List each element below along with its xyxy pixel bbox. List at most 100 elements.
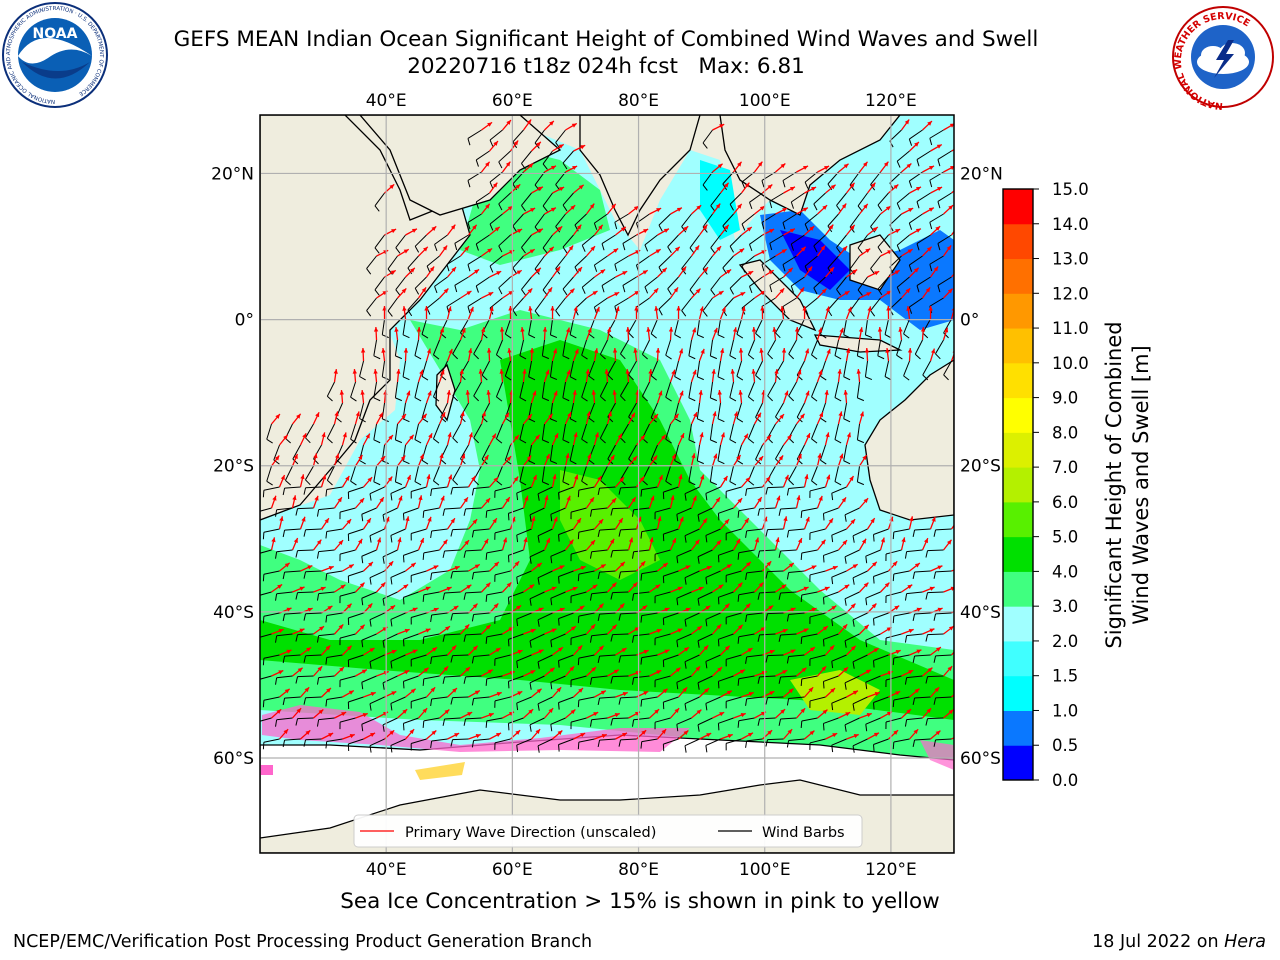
wave-arrow-head [504,412,509,418]
wind-barb-flag [800,510,803,518]
wave-arrow-head [671,369,676,375]
wind-barb-flag [925,550,929,558]
wave-arrow-head [821,288,827,294]
wind-barb [537,612,553,621]
wind-barb-flag [442,592,446,600]
wind-barb [663,486,679,493]
wind-barb-flag [407,267,413,275]
wind-barb-flag [369,535,372,543]
wind-barb [260,507,272,512]
wave-arrow-head [756,412,761,418]
wind-barb-flag [521,163,526,170]
wind-barb-flag [822,555,825,563]
wave-arrow-head [379,497,384,503]
wind-barb [381,360,386,377]
wind-barb [486,675,503,680]
wind-barb-flag [702,268,708,275]
wind-barb [411,570,427,576]
wind-barb-flag [857,481,865,486]
wave-arrow-head [594,432,599,438]
wind-barb-flag [593,264,598,272]
wind-barb [348,654,364,661]
wind-barb [382,507,398,516]
colorbar-tick-label: 11.0 [1052,319,1089,338]
wind-barb [809,612,826,618]
wind-barb [473,654,490,657]
wind-barb [893,654,910,659]
wave-arrow-head [468,348,473,354]
wind-barb [857,276,868,291]
wave-arrow-head [842,624,848,630]
wind-barb [550,549,566,557]
wind-barb-flag [741,265,746,273]
wind-barb [717,360,722,377]
wave-arrow-head [502,537,508,543]
wind-barb [498,234,511,247]
wave-arrow-head [937,607,943,612]
wind-barb [870,213,881,227]
wind-barb-flag [811,480,818,486]
wave-arrow-head [852,564,858,569]
wind-barb-flag [325,489,328,497]
wind-barb-flag [618,697,622,705]
wave-arrow-head [719,124,725,129]
wind-barb [722,213,734,227]
wind-barb [885,633,902,639]
wave-arrow-head [425,628,431,633]
wind-barb-flag [622,243,626,251]
wave-arrow-head [724,519,730,525]
wind-barb-flag [769,285,773,293]
wave-arrow-head [614,713,620,718]
wind-barb [622,276,637,286]
wave-arrow-head [706,565,712,571]
wind-barb-flag [498,161,503,169]
wind-barb [620,654,637,657]
wind-barb [486,633,503,638]
wind-barb-flag [628,374,634,381]
wave-arrow-head [957,185,962,190]
wind-barb-flag [374,289,380,296]
wave-arrow-head [883,161,889,167]
wave-arrow-head [874,692,880,697]
wave-arrow-head [685,607,691,612]
wave-arrow-head [373,369,378,374]
wave-arrow-head [277,584,283,589]
wind-barb-flag [674,376,681,381]
wind-barb [628,360,637,376]
wind-barb-flag [811,438,818,444]
wave-arrow-head [824,166,830,171]
sea-ice-note: Sea Ice Concentration > 15% is shown in … [340,889,940,914]
wave-arrow-head [691,327,697,333]
wave-arrow-head [870,182,876,188]
wind-barb-flag [658,308,663,316]
wind-barb-flag [684,703,687,711]
wind-barb [705,738,721,746]
wind-barb [641,696,658,701]
wind-barb-flag [589,551,593,559]
wind-barb-flag [471,530,475,538]
wind-barb [746,528,763,532]
wind-barb-flag [688,439,696,444]
wind-barb-flag [710,355,718,360]
wind-barb [403,549,419,556]
wave-arrow-head [721,306,726,312]
wind-barb [870,255,881,269]
wind-barb [755,360,763,376]
wave-arrow-head [824,586,830,591]
wind-barb-flag [737,510,740,518]
wind-barb [767,486,784,489]
wind-barb [767,339,776,355]
wave-arrow-head [339,667,344,672]
wind-barb-flag [737,594,740,602]
wave-arrow-head [759,206,765,211]
wave-arrow-head [445,626,450,631]
lat-label-right: 20°S [960,457,1001,477]
wind-barb-flag [361,598,364,606]
wind-barb-flag [519,439,527,444]
wind-barb-flag [361,514,364,522]
wind-barb [667,234,679,248]
wind-barb [369,528,385,537]
wind-barb-flag [430,614,433,622]
lat-label-right: 60°S [960,749,1001,769]
wave-arrow-head [587,453,592,459]
